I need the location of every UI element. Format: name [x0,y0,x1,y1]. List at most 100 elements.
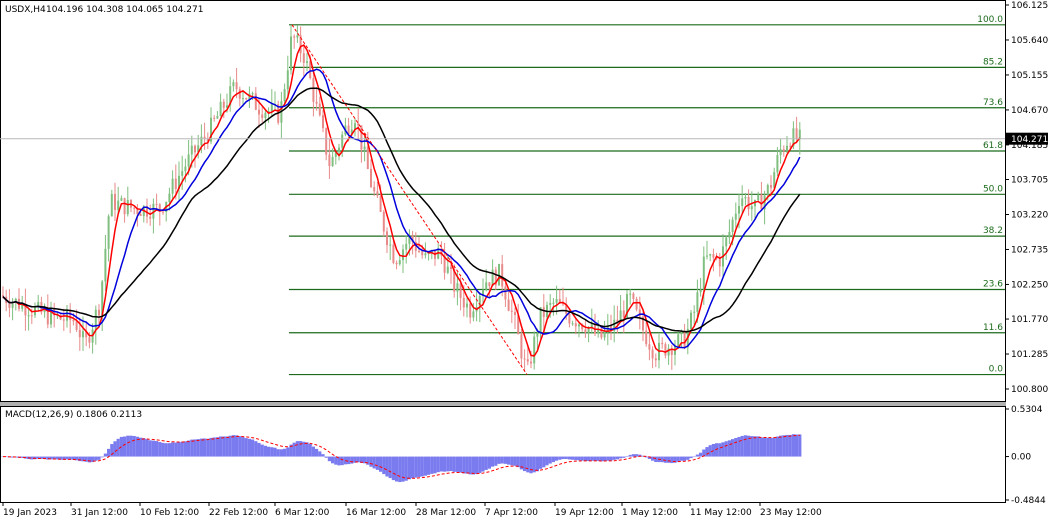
candle-body [626,294,628,318]
ma-medium-line [2,68,801,349]
candle-body [638,309,641,317]
candle-body [514,312,516,316]
candle-body [690,312,692,329]
macd-histogram-bar [679,456,683,461]
candle-body [581,324,584,330]
time-tick-label: 19 Jan 2023 [3,508,57,518]
macd-histogram-bar [721,442,725,457]
macd-histogram-bar [212,437,216,457]
candle-body [565,304,568,314]
macd-histogram-bar [327,456,331,462]
candle-body [424,253,427,256]
macd-histogram-bar [529,456,533,474]
fib-trend-line[interactable] [291,24,528,375]
candle-body [270,104,273,112]
candle-body [88,337,91,343]
macd-histogram-bar [139,437,143,457]
candle-body [446,266,449,273]
candle-body [526,359,529,362]
macd-histogram-bar [791,434,795,457]
pane-separator[interactable] [0,402,1006,407]
candle-body [85,331,88,338]
macd-histogram-bar [110,444,114,457]
macd-histogram-bar [238,436,242,457]
candle-body [120,198,123,201]
candle-body [309,61,312,79]
macd-histogram-bar [718,443,722,457]
macd-histogram-bar [276,449,280,457]
macd-histogram-bar [756,436,760,457]
macd-histogram-bar [526,456,530,473]
current-price-badge [1006,132,1048,145]
candle-body [299,35,302,54]
candle-body [706,255,708,257]
candle-body [517,315,520,335]
macd-histogram-bar [244,438,248,457]
macd-histogram-bar [228,435,232,457]
time-axis[interactable]: 19 Jan 2023 31 Jan 12:00 10 Feb 12:00 22 Fe… [2,502,822,518]
candle-body [568,313,571,324]
moving-averages [2,44,801,357]
candle-body [440,248,443,256]
candle-body [146,206,148,217]
macd-histogram-bar [167,443,171,457]
candle-body [629,293,632,295]
candle-body [635,298,638,310]
macd-histogram-bar [180,441,184,457]
macd-histogram-bar [417,456,421,477]
macd-histogram-bar [779,435,783,457]
candle-body [245,98,248,100]
macd-histogram-bar [321,454,325,457]
candle-body [757,194,760,201]
candle-body [366,146,369,169]
macd-histogram-bar [577,456,581,461]
macd-histogram-bar [334,456,338,465]
macd-histogram-bar [452,456,456,472]
candle-body [2,295,4,297]
candle-body [194,145,196,153]
price-axis[interactable]: 106.125 105.640 105.155 104.670 104.185 103.7… [1005,1,1048,395]
candle-body [520,334,523,359]
macd-histogram-bar [471,456,475,475]
macd-histogram-bar [494,456,498,466]
candle-body [136,208,139,215]
macd-pane-frame [0,406,1006,503]
macd-histogram-bar [465,456,469,474]
candle-body [50,309,52,325]
candle-body [469,303,472,318]
macd-histogram-bar [311,446,315,457]
macd-histogram-bar [567,456,571,460]
candle-body [222,101,225,108]
macd-histogram-bar [737,436,741,457]
macd-histogram-bar [775,436,779,457]
candle-body [104,248,107,282]
macd-histogram-bar [359,456,363,463]
macd-histogram-bar [423,456,427,476]
candle-body [645,330,648,345]
macd-histogram-bar [107,448,111,457]
macd-histogram-bar [331,456,335,464]
fib-level-label: 61.8 [983,141,1003,151]
candle-body [680,330,683,335]
price-tick-label: 104.670 [1011,106,1048,116]
macd-histogram-bar [158,441,162,457]
macd-histogram-bar [699,452,703,457]
macd-histogram-bar [247,438,251,457]
macd-histogram-bar [523,456,527,472]
macd-tick-label: 0.5304 [1011,405,1043,415]
price-tick-label: 101.770 [1011,315,1048,325]
candle-body [30,315,33,317]
fib-level-label: 11.6 [983,323,1003,333]
macd-histogram-bar [132,435,136,457]
macd-histogram-bar [36,456,40,459]
macd-histogram-bar [164,443,168,457]
candle-body [750,206,753,210]
macd-histogram-bar [369,456,373,467]
candle-body [152,203,155,219]
candle-body [254,93,257,110]
time-tick-label: 11 May 12:00 [690,508,752,518]
time-tick-label: 10 Feb 12:00 [140,508,199,518]
time-tick-label: 1 May 12:00 [622,508,678,518]
